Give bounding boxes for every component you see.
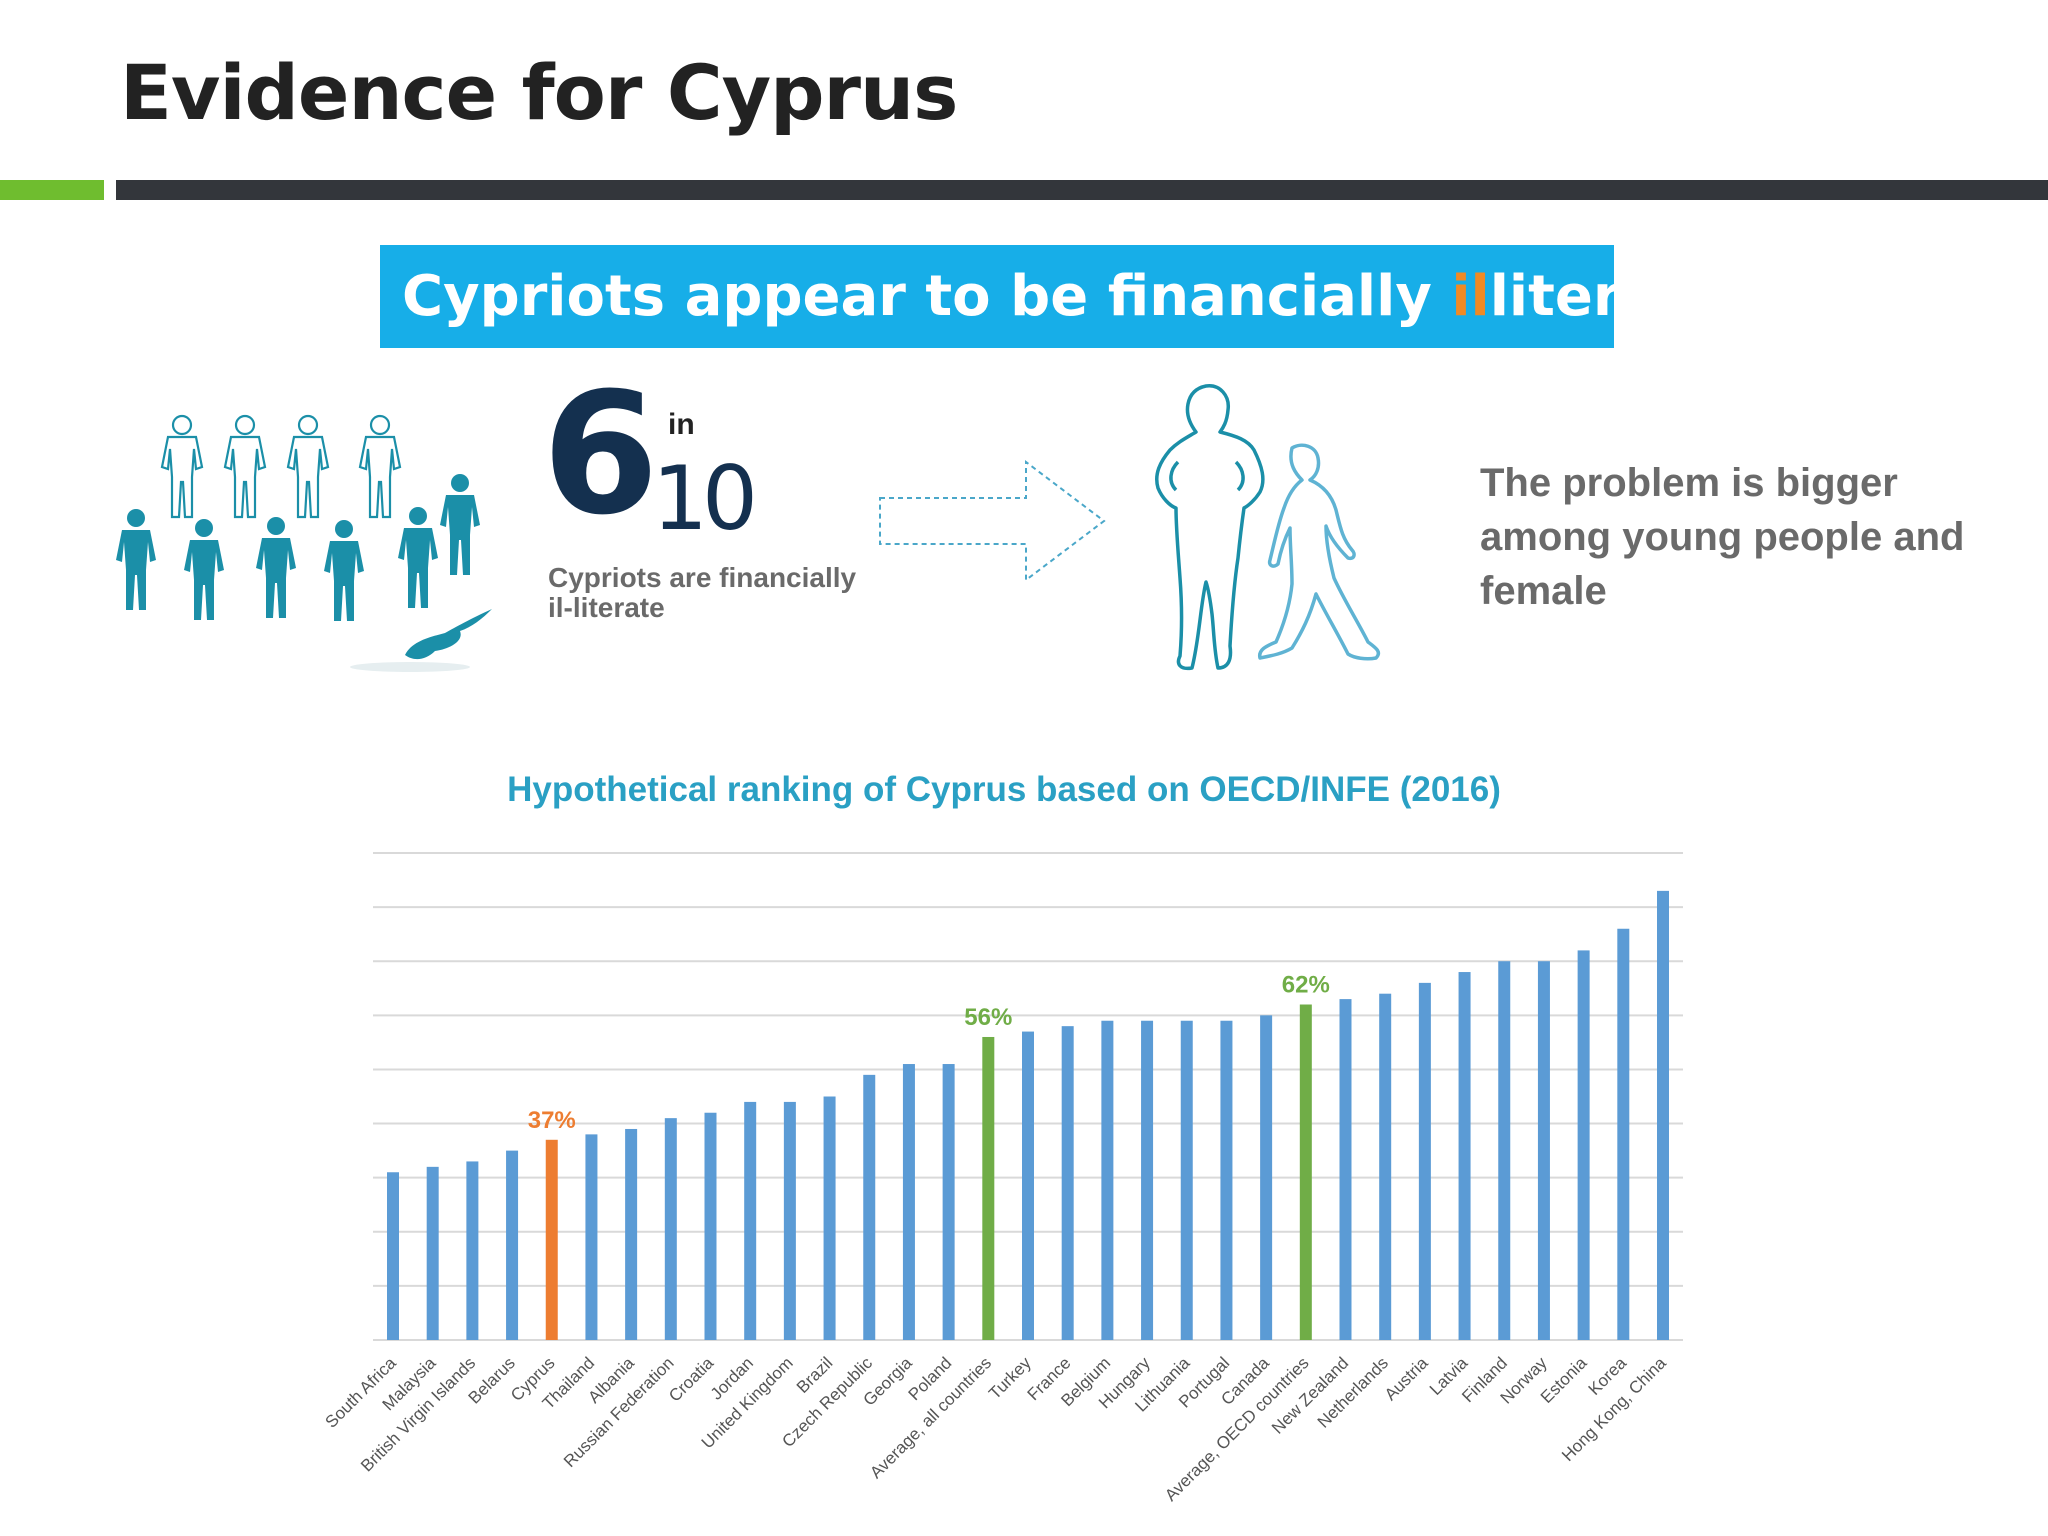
bar-jordan: [744, 1101, 757, 1340]
bar-netherlands: [1379, 993, 1392, 1340]
bar-average-all-countries: [982, 1036, 995, 1340]
x-tick-label: Croatia: [665, 1353, 718, 1406]
bar-korea: [1617, 928, 1630, 1340]
bar-hungary: [1141, 1020, 1154, 1340]
slide-title: Evidence for Cyprus: [120, 48, 958, 137]
stat-description: Cypriots are financially il-literate: [548, 562, 857, 623]
woman-icon: [1155, 384, 1265, 671]
banner-text-prefix: Cypriots appear to be financially: [402, 264, 1452, 329]
bar-canada: [1260, 1015, 1273, 1340]
accent-bar-green: [0, 180, 104, 200]
bar-new-zealand: [1339, 999, 1352, 1340]
bar-lithuania: [1180, 1020, 1193, 1340]
bar-portugal: [1220, 1020, 1233, 1340]
bar-norway: [1537, 961, 1550, 1340]
cyprus-map-icon: [350, 609, 492, 672]
bar-south-africa: [387, 1172, 399, 1340]
bar-british-virgin-islands: [466, 1161, 479, 1340]
stat-denominator: 10: [652, 447, 758, 550]
accent-bar-dark: [116, 180, 2048, 200]
bar-belarus: [506, 1150, 519, 1340]
bar-average-oecd-countries: [1299, 1004, 1312, 1340]
problem-statement: The problem is bigger among young people…: [1480, 461, 1965, 613]
data-label: 62%: [1282, 972, 1330, 999]
banner-text-suffix: literate: [1489, 264, 1614, 329]
data-label: 56%: [964, 1004, 1012, 1031]
bar-estonia: [1577, 950, 1590, 1340]
bar-cyprus: [545, 1139, 558, 1340]
bar-thailand: [585, 1134, 598, 1340]
bar-finland: [1498, 961, 1511, 1340]
chart-title: Hypothetical ranking of Cyprus based on …: [507, 770, 1501, 809]
bar-austria: [1418, 982, 1431, 1340]
dashed-arrow-icon: [879, 459, 1106, 583]
bar-turkey: [1022, 1031, 1034, 1340]
couple-icon: [1155, 384, 1381, 671]
bar-hong-kong-china: [1657, 890, 1669, 1340]
man-walking-icon: [1257, 443, 1381, 661]
bar-georgia: [902, 1064, 915, 1340]
bar-belgium: [1101, 1020, 1114, 1340]
bar-united-kingdom: [783, 1101, 796, 1340]
x-tick-label: Austria: [1381, 1353, 1432, 1404]
bar-albania: [625, 1128, 638, 1340]
bar-brazil: [823, 1096, 836, 1340]
bar-poland: [942, 1064, 955, 1340]
stat-numerator: 6: [542, 356, 659, 552]
headline-banner: Cypriots appear to be financially illite…: [380, 245, 1614, 348]
bar-russian-federation: [664, 1118, 677, 1340]
banner-text-highlight: il: [1451, 264, 1490, 329]
bar-malaysia: [426, 1166, 439, 1340]
bar-czech-republic: [863, 1074, 876, 1340]
bar-france: [1061, 1026, 1074, 1340]
data-label: 37%: [528, 1107, 576, 1134]
bar-croatia: [704, 1112, 717, 1340]
people-group-icon: [116, 414, 492, 672]
stat-connector: in: [668, 408, 695, 441]
bar-latvia: [1458, 972, 1471, 1340]
